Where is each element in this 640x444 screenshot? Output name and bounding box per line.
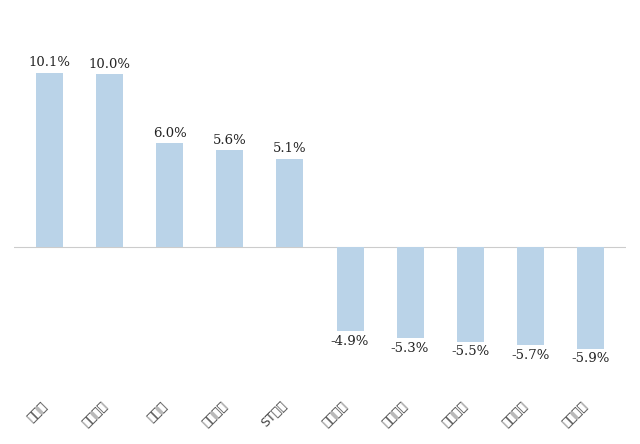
Bar (516, 247, 543, 345)
Text: 6.0%: 6.0% (153, 127, 187, 140)
Bar (156, 143, 184, 247)
Bar (36, 72, 63, 247)
Bar (397, 247, 424, 338)
Bar (456, 247, 484, 342)
Text: 10.0%: 10.0% (89, 58, 131, 71)
Text: -5.3%: -5.3% (391, 342, 429, 355)
Bar (337, 247, 364, 332)
Bar (97, 74, 124, 247)
Text: -5.9%: -5.9% (571, 352, 609, 365)
Bar (216, 150, 243, 247)
Text: -5.5%: -5.5% (451, 345, 489, 358)
Text: -5.7%: -5.7% (511, 349, 549, 362)
Text: 5.1%: 5.1% (273, 143, 307, 155)
Bar (577, 247, 604, 349)
Text: -4.9%: -4.9% (331, 335, 369, 348)
Bar (276, 159, 303, 247)
Text: 5.6%: 5.6% (213, 134, 247, 147)
Text: 10.1%: 10.1% (29, 56, 71, 69)
